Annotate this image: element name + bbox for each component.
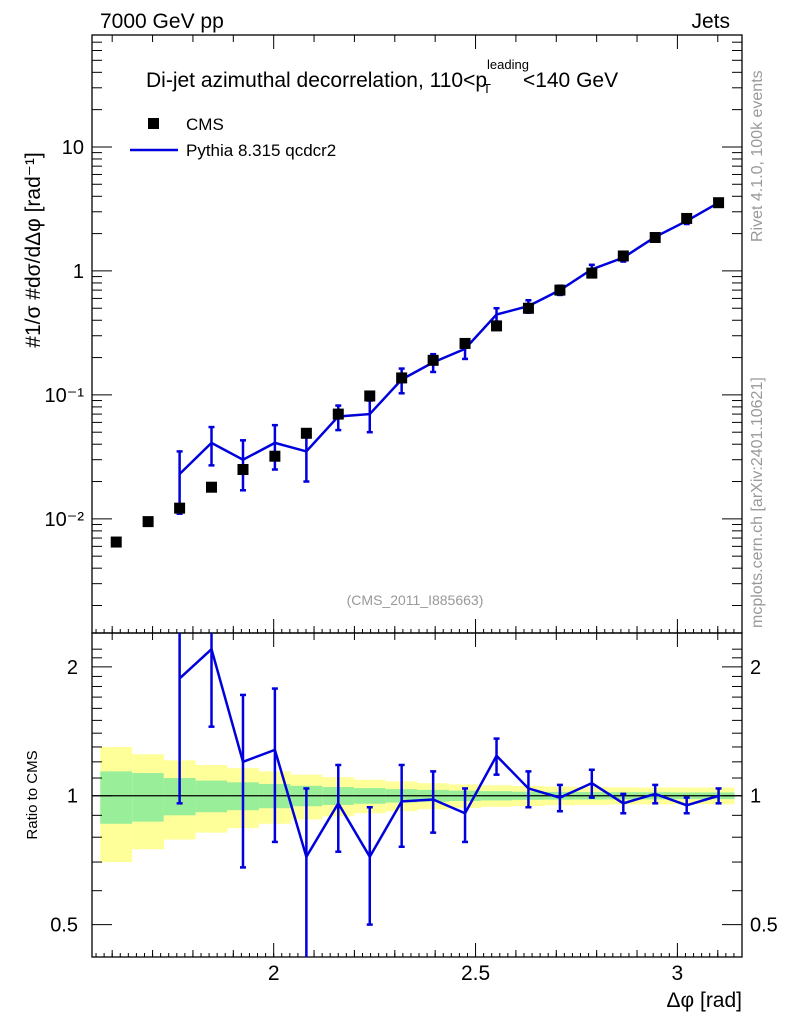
- band-inner: [100, 771, 133, 824]
- data-point: [174, 502, 186, 514]
- analysis-tag: (CMS_2011_I885663): [347, 592, 484, 608]
- data-point: [681, 212, 693, 224]
- x-tick-label: 2: [268, 962, 280, 985]
- band-inner: [132, 773, 165, 822]
- y-tick-label: 10: [62, 137, 84, 159]
- lower-y-axis-label: Ratio to CMS: [24, 750, 41, 839]
- data-point: [396, 372, 408, 384]
- data-point: [617, 250, 629, 262]
- data-point: [269, 450, 281, 462]
- upper-panel: 10⁻² 10⁻¹ 1 10: [45, 34, 743, 957]
- data-point: [713, 197, 725, 209]
- x-tick-label: 2.5: [461, 962, 490, 985]
- ratio-y-tick-label-right: 1: [750, 786, 761, 808]
- lower-frame: [91, 632, 743, 958]
- y-tick-label: 1: [73, 261, 84, 283]
- mc-line: [178, 201, 720, 475]
- data-point: [206, 481, 218, 493]
- data-point: [554, 284, 566, 296]
- data-point: [332, 408, 344, 420]
- x-tick-label: 3: [672, 962, 684, 985]
- data-point: [110, 536, 122, 548]
- ratio-y-tick-label-right: 2: [750, 657, 761, 679]
- data-point: [459, 337, 471, 349]
- legend-data-label: CMS: [186, 115, 224, 134]
- legend-data-marker: [148, 118, 159, 129]
- header-left: 7000 GeV pp: [100, 10, 224, 33]
- data-point: [237, 464, 249, 476]
- header-right: Jets: [691, 10, 730, 33]
- ratio-y-tick-label: 2: [67, 657, 78, 679]
- watermark-rivet: Rivet 4.1.0, 100k events: [749, 70, 766, 242]
- y-tick-label: 10⁻¹: [45, 385, 85, 407]
- legend-mc-label: Pythia 8.315 qcdcr2: [186, 141, 336, 160]
- data-point: [491, 320, 503, 332]
- lower-panel: 2 2.5 3 0.5 0.5 1 1 2 2: [50, 632, 778, 985]
- data-point: [427, 354, 439, 366]
- chart-title: Di-jet azimuthal decorrelation, 110<plea…: [146, 57, 618, 96]
- svg-text:#1/σ #dσ/dΔφ [rad⁻¹]: #1/σ #dσ/dΔφ [rad⁻¹]: [22, 152, 45, 347]
- ratio-y-tick-label: 0.5: [50, 915, 78, 937]
- x-axis-label: Δφ [rad]: [667, 989, 743, 1012]
- ratio-line: [178, 646, 719, 860]
- data-point: [142, 516, 154, 528]
- upper-y-axis-label: #1/σ #dσ/dΔφ [rad⁻¹]: [22, 152, 45, 347]
- data-point: [649, 232, 661, 244]
- y-tick-label: 10⁻²: [45, 509, 85, 531]
- ratio-y-tick-label-right: 0.5: [750, 915, 778, 937]
- watermark-mcplots: mcplots.cern.ch [arXiv:2401.10621]: [749, 377, 766, 628]
- legend: CMS Pythia 8.315 qcdcr2: [130, 115, 336, 160]
- data-point: [364, 390, 376, 402]
- data-point: [522, 302, 534, 314]
- ratio-y-tick-label: 1: [67, 786, 78, 808]
- data-point: [586, 267, 598, 279]
- data-point: [300, 427, 312, 439]
- band-inner: [195, 780, 228, 813]
